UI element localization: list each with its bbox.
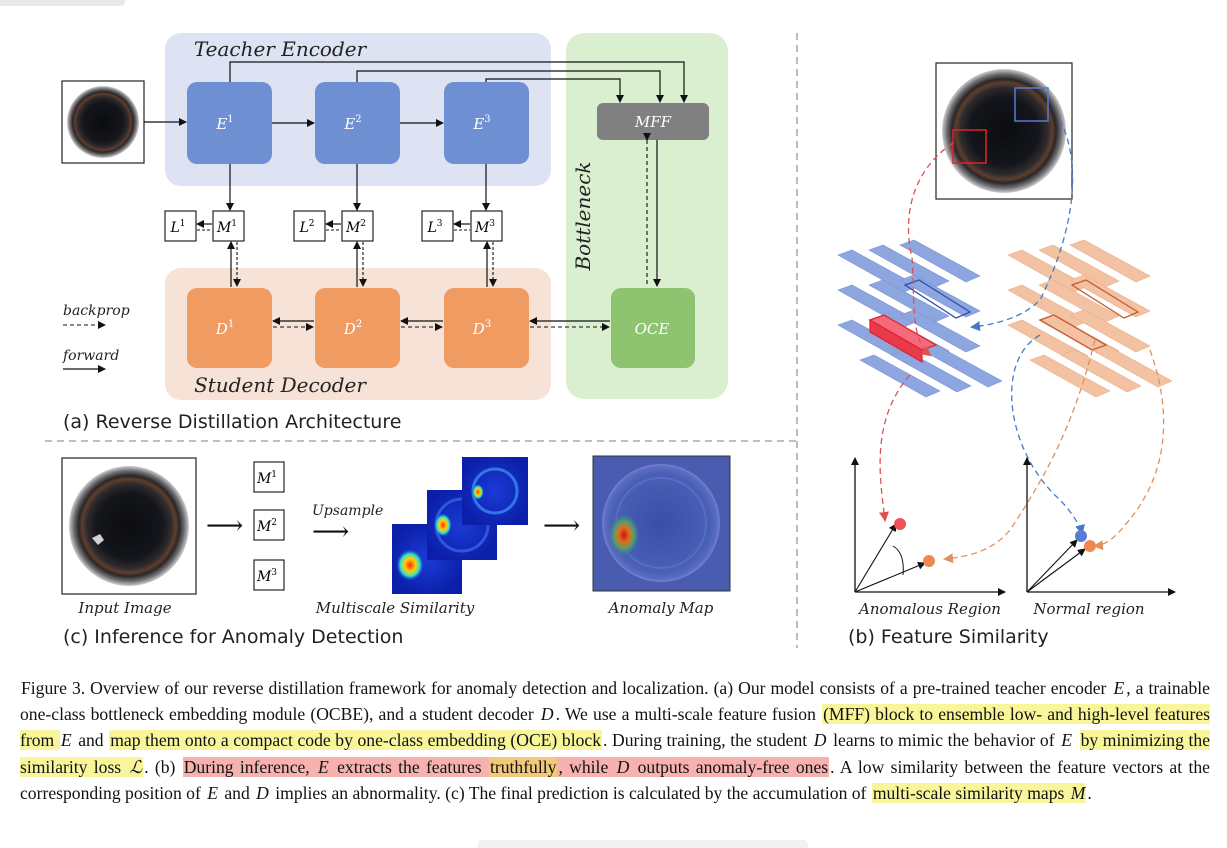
svg-text:E2: E2 bbox=[343, 114, 361, 133]
svg-text:E3: E3 bbox=[472, 114, 490, 133]
svg-text:M2: M2 bbox=[345, 219, 366, 236]
svg-text:D3: D3 bbox=[472, 319, 491, 338]
mff-label: MFF bbox=[634, 113, 672, 131]
svg-text:M1: M1 bbox=[216, 219, 237, 236]
legend-forward-label: forward bbox=[62, 348, 119, 364]
svg-text:M3: M3 bbox=[256, 568, 277, 585]
feature-image bbox=[942, 69, 1066, 193]
svg-text:D2: D2 bbox=[343, 319, 362, 338]
normal-patch-box bbox=[1014, 87, 1049, 122]
anomaly-map-label: Anomaly Map bbox=[607, 599, 714, 617]
anomalous-patch-box bbox=[952, 129, 987, 164]
similarity-boxes: M1 M2 M3 bbox=[253, 461, 285, 591]
panel-c-caption: (c) Inference for Anomaly Detection bbox=[63, 626, 403, 648]
panel-b-caption: (b) Feature Similarity bbox=[848, 626, 1049, 648]
svg-text:E1: E1 bbox=[215, 114, 233, 133]
encoder-e2: E2 bbox=[315, 82, 400, 164]
arrow-glyph-1: ⟶ bbox=[206, 511, 243, 541]
svg-text:OCE: OCE bbox=[635, 320, 670, 338]
svg-text:M3: M3 bbox=[474, 219, 495, 236]
highlight-oce: map them onto a compact code by one-clas… bbox=[109, 730, 602, 751]
loss-sim-3: L3 M3 bbox=[421, 210, 503, 242]
highlight-truthfully: truthfully bbox=[488, 756, 558, 777]
decoder-d1: D1 bbox=[187, 288, 272, 368]
bottleneck-title: Bottleneck bbox=[571, 161, 595, 271]
highlight-inference: During inference, bbox=[182, 756, 318, 777]
teacher-title: Teacher Encoder bbox=[194, 37, 368, 61]
loss-sim-2: L2 M2 bbox=[293, 210, 374, 242]
anomalous-region-label: Anomalous Region bbox=[857, 600, 1001, 618]
encoder-feature-cube bbox=[837, 239, 1003, 398]
figure-diagram: Teacher Encoder Student Decoder Bottlene… bbox=[45, 33, 1176, 648]
top-scroll-strip bbox=[0, 0, 125, 6]
svg-text:D1: D1 bbox=[215, 319, 234, 338]
arrow-glyph-2: ⟶ bbox=[312, 517, 349, 547]
multiscale-label: Multiscale Similarity bbox=[315, 599, 475, 617]
input-image bbox=[69, 466, 189, 586]
multiscale-heatmaps bbox=[392, 457, 528, 594]
panel-a-caption: (a) Reverse Distillation Architecture bbox=[63, 411, 401, 433]
encoder-e1: E1 bbox=[187, 82, 272, 164]
mff-block bbox=[597, 103, 709, 140]
bottom-scroll-strip bbox=[478, 840, 808, 848]
svg-text:L2: L2 bbox=[298, 219, 314, 236]
input-thumb-image bbox=[67, 86, 139, 158]
oce-block: OCE bbox=[611, 288, 695, 368]
decoder-d2: D2 bbox=[315, 288, 400, 368]
upsample-label: Upsample bbox=[312, 503, 383, 519]
figure-caption: Figure 3. Overview of our reverse distil… bbox=[20, 678, 1211, 803]
svg-text:L1: L1 bbox=[169, 219, 185, 236]
normal-vector-plot bbox=[1023, 457, 1176, 596]
decoder-d3: D3 bbox=[444, 288, 529, 368]
decoder-feature-cube bbox=[1007, 239, 1173, 398]
anomaly-map bbox=[592, 455, 731, 592]
legend-backprop-label: backprop bbox=[63, 303, 130, 319]
anomalous-vector-plot bbox=[851, 457, 1006, 596]
student-title: Student Decoder bbox=[194, 373, 367, 397]
arrow-glyph-3: ⟶ bbox=[543, 511, 580, 541]
normal-region-label: Normal region bbox=[1032, 600, 1144, 618]
loss-sim-1: L1 M1 bbox=[164, 210, 245, 242]
encoder-e3: E3 bbox=[444, 82, 529, 164]
svg-text:L3: L3 bbox=[426, 219, 442, 236]
svg-text:M2: M2 bbox=[256, 518, 277, 535]
input-image-label: Input Image bbox=[77, 599, 171, 617]
svg-text:M1: M1 bbox=[256, 470, 277, 487]
highlight-multiscale: multi-scale similarity maps bbox=[871, 782, 1070, 803]
